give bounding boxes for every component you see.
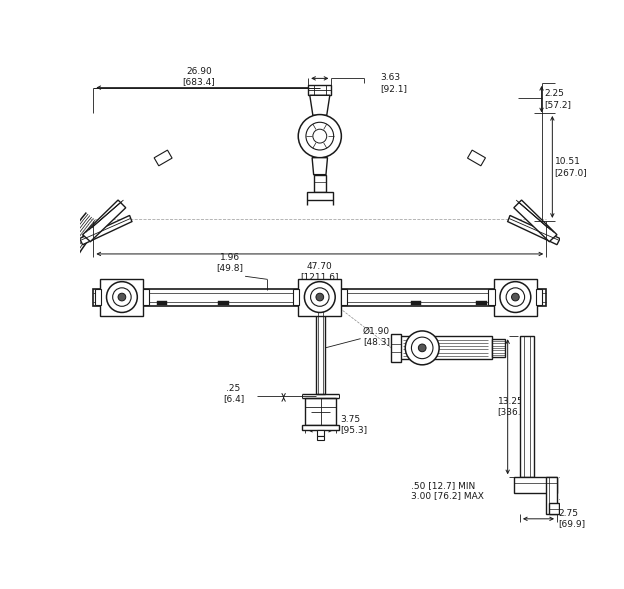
Text: 10.51
[267.0]: 10.51 [267.0]	[555, 157, 587, 177]
Bar	[476, 301, 487, 305]
Polygon shape	[307, 193, 333, 200]
Bar	[308, 85, 331, 95]
Text: 3.63
[92.1]: 3.63 [92.1]	[380, 73, 407, 92]
Bar	[305, 398, 336, 425]
Circle shape	[405, 331, 439, 365]
Bar	[494, 279, 537, 316]
Bar	[317, 436, 324, 439]
Text: .50 [12.7] MIN
3.00 [76.2] MAX: .50 [12.7] MIN 3.00 [76.2] MAX	[411, 481, 484, 500]
Bar	[298, 279, 341, 316]
Bar	[549, 504, 558, 514]
Text: 3.75
[95.3]: 3.75 [95.3]	[340, 415, 367, 435]
Polygon shape	[514, 200, 557, 241]
Text: Ø1.90
[48.3]: Ø1.90 [48.3]	[363, 327, 390, 346]
Polygon shape	[314, 174, 326, 193]
Polygon shape	[82, 200, 126, 241]
Circle shape	[313, 129, 327, 143]
Text: .25
[6.4]: .25 [6.4]	[223, 383, 244, 403]
Circle shape	[118, 293, 126, 301]
Text: 2.75
[69.9]: 2.75 [69.9]	[558, 509, 586, 528]
Bar	[218, 301, 229, 305]
Bar	[492, 339, 505, 357]
Bar	[316, 306, 325, 394]
Bar	[341, 289, 347, 305]
Circle shape	[512, 293, 519, 301]
Circle shape	[298, 115, 341, 158]
Bar	[546, 477, 557, 514]
Polygon shape	[80, 216, 132, 244]
Circle shape	[316, 293, 324, 301]
Bar	[157, 301, 167, 305]
Bar	[95, 289, 101, 305]
Bar	[94, 289, 546, 306]
Bar	[143, 289, 149, 305]
Bar	[100, 279, 144, 316]
Circle shape	[500, 282, 531, 312]
Text: 2.25
[57.2]: 2.25 [57.2]	[545, 90, 572, 109]
Bar	[391, 334, 401, 362]
Polygon shape	[508, 216, 560, 244]
Bar	[293, 289, 299, 305]
Bar	[520, 336, 534, 477]
Circle shape	[418, 344, 426, 352]
Bar	[399, 336, 492, 359]
Polygon shape	[467, 150, 485, 166]
Bar	[302, 425, 339, 431]
Bar	[318, 431, 324, 436]
Circle shape	[305, 282, 335, 312]
Polygon shape	[312, 158, 328, 174]
Bar	[411, 301, 421, 305]
Bar	[514, 477, 557, 492]
Polygon shape	[154, 150, 172, 166]
Text: 26.90
[683.4]: 26.90 [683.4]	[183, 67, 215, 86]
Text: 13.25
[336.6]: 13.25 [336.6]	[498, 397, 530, 416]
Circle shape	[107, 282, 137, 312]
Text: 47.70
[1211.6]: 47.70 [1211.6]	[301, 262, 339, 281]
Polygon shape	[310, 95, 330, 115]
Bar	[489, 289, 495, 305]
Bar	[536, 289, 542, 305]
Text: 1.96
[49.8]: 1.96 [49.8]	[216, 253, 243, 273]
